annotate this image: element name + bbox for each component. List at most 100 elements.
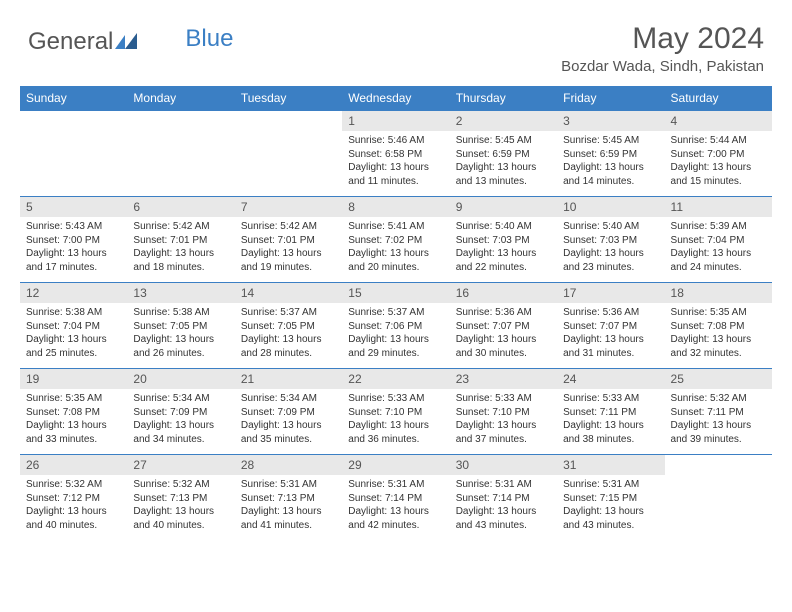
day-number: 17	[557, 283, 664, 303]
day-number: 8	[342, 197, 449, 217]
calendar-day: 25Sunrise: 5:32 AMSunset: 7:11 PMDayligh…	[665, 369, 772, 455]
calendar-row: 19Sunrise: 5:35 AMSunset: 7:08 PMDayligh…	[20, 369, 772, 455]
calendar-row: 1Sunrise: 5:46 AMSunset: 6:58 PMDaylight…	[20, 111, 772, 197]
calendar-empty	[665, 455, 772, 541]
month-title: May 2024	[561, 22, 764, 56]
calendar-day: 17Sunrise: 5:36 AMSunset: 7:07 PMDayligh…	[557, 283, 664, 369]
day-number: 14	[235, 283, 342, 303]
calendar-day: 12Sunrise: 5:38 AMSunset: 7:04 PMDayligh…	[20, 283, 127, 369]
day-info: Sunrise: 5:42 AMSunset: 7:01 PMDaylight:…	[235, 217, 342, 277]
calendar-row: 12Sunrise: 5:38 AMSunset: 7:04 PMDayligh…	[20, 283, 772, 369]
day-number: 29	[342, 455, 449, 475]
day-info: Sunrise: 5:44 AMSunset: 7:00 PMDaylight:…	[665, 131, 772, 191]
calendar-row: 26Sunrise: 5:32 AMSunset: 7:12 PMDayligh…	[20, 455, 772, 541]
calendar-day: 1Sunrise: 5:46 AMSunset: 6:58 PMDaylight…	[342, 111, 449, 197]
weekday-header: Monday	[127, 86, 234, 111]
calendar-empty	[20, 111, 127, 197]
calendar-day: 14Sunrise: 5:37 AMSunset: 7:05 PMDayligh…	[235, 283, 342, 369]
day-info: Sunrise: 5:46 AMSunset: 6:58 PMDaylight:…	[342, 131, 449, 191]
day-number: 31	[557, 455, 664, 475]
day-number: 3	[557, 111, 664, 131]
day-info: Sunrise: 5:37 AMSunset: 7:06 PMDaylight:…	[342, 303, 449, 363]
calendar-day: 23Sunrise: 5:33 AMSunset: 7:10 PMDayligh…	[450, 369, 557, 455]
calendar-day: 4Sunrise: 5:44 AMSunset: 7:00 PMDaylight…	[665, 111, 772, 197]
day-number: 28	[235, 455, 342, 475]
day-number: 26	[20, 455, 127, 475]
day-info: Sunrise: 5:40 AMSunset: 7:03 PMDaylight:…	[557, 217, 664, 277]
weekday-header: Thursday	[450, 86, 557, 111]
calendar-day: 6Sunrise: 5:42 AMSunset: 7:01 PMDaylight…	[127, 197, 234, 283]
logo-text-general: General	[28, 28, 113, 56]
day-info: Sunrise: 5:37 AMSunset: 7:05 PMDaylight:…	[235, 303, 342, 363]
calendar-day: 31Sunrise: 5:31 AMSunset: 7:15 PMDayligh…	[557, 455, 664, 541]
day-number: 25	[665, 369, 772, 389]
calendar-day: 21Sunrise: 5:34 AMSunset: 7:09 PMDayligh…	[235, 369, 342, 455]
calendar-day: 13Sunrise: 5:38 AMSunset: 7:05 PMDayligh…	[127, 283, 234, 369]
day-number: 12	[20, 283, 127, 303]
day-number: 27	[127, 455, 234, 475]
logo: General Blue	[28, 28, 233, 56]
day-number: 10	[557, 197, 664, 217]
calendar-day: 30Sunrise: 5:31 AMSunset: 7:14 PMDayligh…	[450, 455, 557, 541]
day-info: Sunrise: 5:42 AMSunset: 7:01 PMDaylight:…	[127, 217, 234, 277]
weekday-header: Saturday	[665, 86, 772, 111]
day-info: Sunrise: 5:33 AMSunset: 7:10 PMDaylight:…	[450, 389, 557, 449]
calendar-row: 5Sunrise: 5:43 AMSunset: 7:00 PMDaylight…	[20, 197, 772, 283]
day-info: Sunrise: 5:35 AMSunset: 7:08 PMDaylight:…	[20, 389, 127, 449]
day-info: Sunrise: 5:32 AMSunset: 7:12 PMDaylight:…	[20, 475, 127, 535]
day-info: Sunrise: 5:41 AMSunset: 7:02 PMDaylight:…	[342, 217, 449, 277]
day-info: Sunrise: 5:32 AMSunset: 7:13 PMDaylight:…	[127, 475, 234, 535]
day-number: 1	[342, 111, 449, 131]
day-info: Sunrise: 5:43 AMSunset: 7:00 PMDaylight:…	[20, 217, 127, 277]
calendar-day: 9Sunrise: 5:40 AMSunset: 7:03 PMDaylight…	[450, 197, 557, 283]
day-number: 7	[235, 197, 342, 217]
calendar-day: 5Sunrise: 5:43 AMSunset: 7:00 PMDaylight…	[20, 197, 127, 283]
calendar-day: 22Sunrise: 5:33 AMSunset: 7:10 PMDayligh…	[342, 369, 449, 455]
weekday-header: Wednesday	[342, 86, 449, 111]
calendar-day: 27Sunrise: 5:32 AMSunset: 7:13 PMDayligh…	[127, 455, 234, 541]
weekday-header: Tuesday	[235, 86, 342, 111]
day-info: Sunrise: 5:36 AMSunset: 7:07 PMDaylight:…	[450, 303, 557, 363]
day-info: Sunrise: 5:31 AMSunset: 7:13 PMDaylight:…	[235, 475, 342, 535]
calendar-day: 18Sunrise: 5:35 AMSunset: 7:08 PMDayligh…	[665, 283, 772, 369]
day-info: Sunrise: 5:36 AMSunset: 7:07 PMDaylight:…	[557, 303, 664, 363]
weekday-header: Friday	[557, 86, 664, 111]
calendar-day: 7Sunrise: 5:42 AMSunset: 7:01 PMDaylight…	[235, 197, 342, 283]
day-number: 11	[665, 197, 772, 217]
day-info: Sunrise: 5:34 AMSunset: 7:09 PMDaylight:…	[127, 389, 234, 449]
day-number: 4	[665, 111, 772, 131]
day-info: Sunrise: 5:45 AMSunset: 6:59 PMDaylight:…	[557, 131, 664, 191]
day-number: 13	[127, 283, 234, 303]
day-info: Sunrise: 5:38 AMSunset: 7:04 PMDaylight:…	[20, 303, 127, 363]
day-number: 23	[450, 369, 557, 389]
day-number: 5	[20, 197, 127, 217]
day-number: 19	[20, 369, 127, 389]
calendar-day: 20Sunrise: 5:34 AMSunset: 7:09 PMDayligh…	[127, 369, 234, 455]
day-info: Sunrise: 5:39 AMSunset: 7:04 PMDaylight:…	[665, 217, 772, 277]
day-info: Sunrise: 5:34 AMSunset: 7:09 PMDaylight:…	[235, 389, 342, 449]
logo-icon	[115, 28, 137, 56]
day-number: 16	[450, 283, 557, 303]
day-number: 9	[450, 197, 557, 217]
day-number: 18	[665, 283, 772, 303]
day-info: Sunrise: 5:33 AMSunset: 7:10 PMDaylight:…	[342, 389, 449, 449]
day-info: Sunrise: 5:40 AMSunset: 7:03 PMDaylight:…	[450, 217, 557, 277]
day-number: 30	[450, 455, 557, 475]
calendar-day: 2Sunrise: 5:45 AMSunset: 6:59 PMDaylight…	[450, 111, 557, 197]
calendar-day: 3Sunrise: 5:45 AMSunset: 6:59 PMDaylight…	[557, 111, 664, 197]
day-info: Sunrise: 5:45 AMSunset: 6:59 PMDaylight:…	[450, 131, 557, 191]
logo-text-blue: Blue	[185, 25, 233, 53]
calendar-empty	[235, 111, 342, 197]
calendar-day: 19Sunrise: 5:35 AMSunset: 7:08 PMDayligh…	[20, 369, 127, 455]
day-info: Sunrise: 5:35 AMSunset: 7:08 PMDaylight:…	[665, 303, 772, 363]
day-number: 24	[557, 369, 664, 389]
day-number: 20	[127, 369, 234, 389]
header-right: May 2024 Bozdar Wada, Sindh, Pakistan	[561, 22, 764, 75]
day-number: 21	[235, 369, 342, 389]
calendar-day: 24Sunrise: 5:33 AMSunset: 7:11 PMDayligh…	[557, 369, 664, 455]
calendar-day: 10Sunrise: 5:40 AMSunset: 7:03 PMDayligh…	[557, 197, 664, 283]
day-info: Sunrise: 5:31 AMSunset: 7:14 PMDaylight:…	[342, 475, 449, 535]
day-number: 22	[342, 369, 449, 389]
calendar-table: SundayMondayTuesdayWednesdayThursdayFrid…	[20, 86, 772, 541]
day-info: Sunrise: 5:31 AMSunset: 7:15 PMDaylight:…	[557, 475, 664, 535]
